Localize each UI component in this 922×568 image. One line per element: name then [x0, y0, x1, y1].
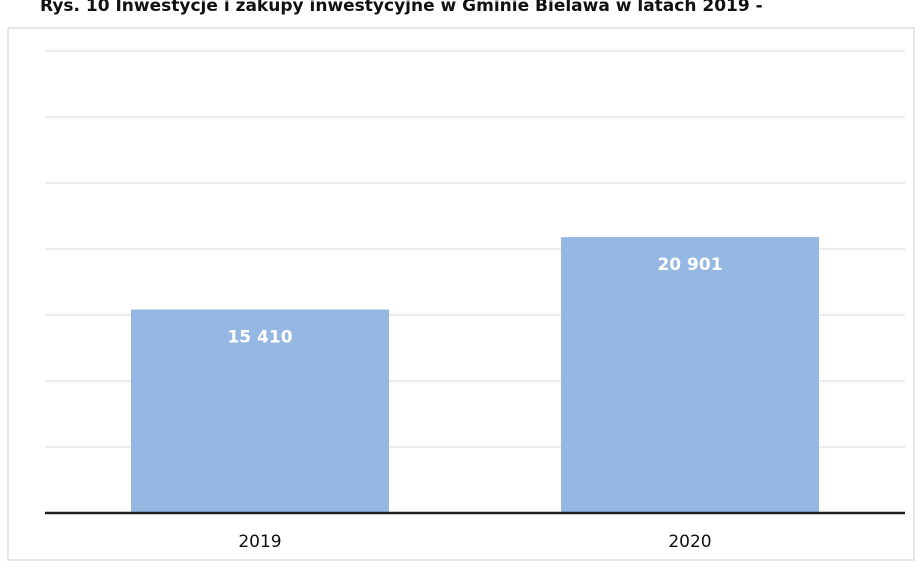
bar: [131, 309, 389, 513]
data-label: 15 410: [227, 328, 292, 348]
x-tick-label: 2019: [238, 532, 281, 552]
bar: [561, 237, 819, 513]
chart-title: Rys. 10 Inwestycje i zakupy inwestycyjne…: [40, 0, 763, 16]
x-tick-label: 2020: [668, 532, 711, 552]
data-label: 20 901: [657, 255, 722, 275]
